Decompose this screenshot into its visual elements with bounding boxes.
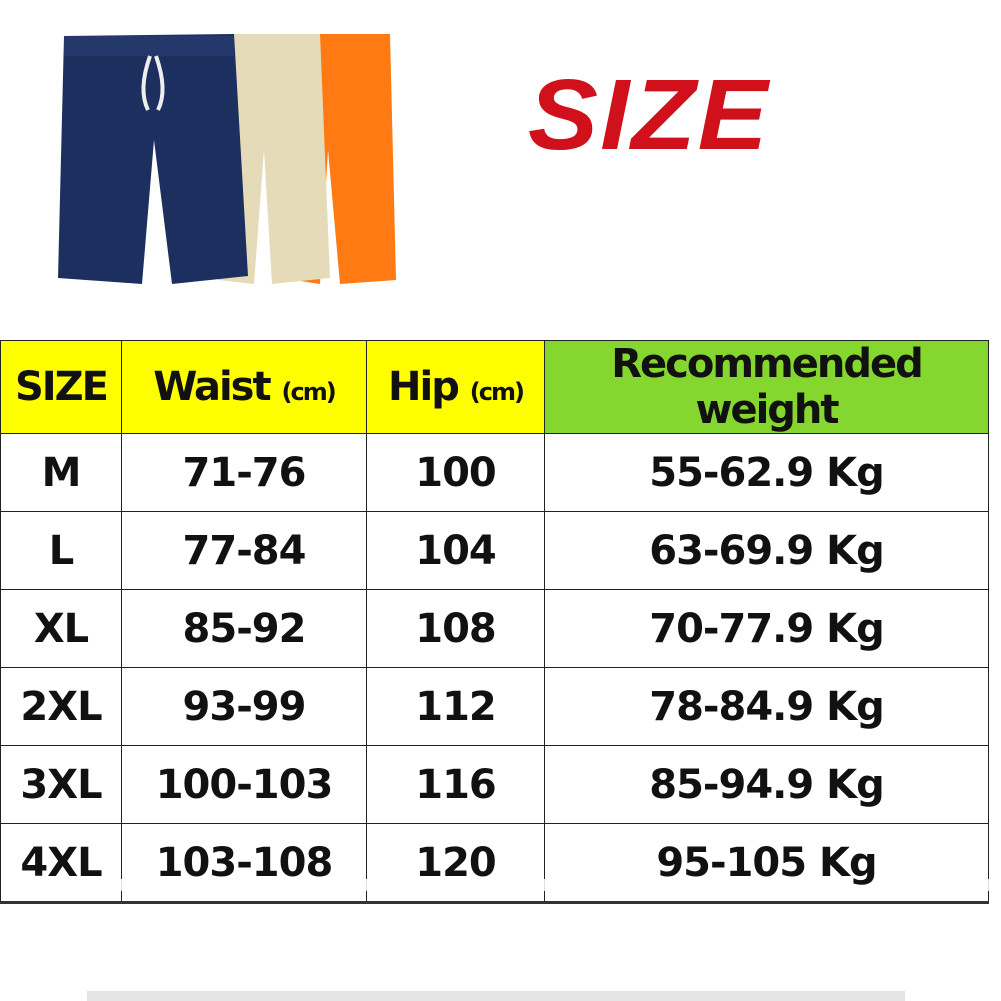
header-label: Waist bbox=[153, 364, 271, 410]
footer-bar bbox=[87, 991, 905, 1001]
table-row: XL 85-92 108 70-77.9 Kg bbox=[0, 589, 989, 668]
gridline bbox=[988, 879, 989, 891]
cell-size: XL bbox=[0, 589, 122, 668]
cell-weight: 95-105 Kg bbox=[544, 823, 989, 904]
khaki-shorts bbox=[218, 34, 330, 284]
cell-waist: 100-103 bbox=[121, 745, 367, 824]
table-row: M 71-76 100 55-62.9 Kg bbox=[0, 433, 989, 512]
size-title: SIZE bbox=[528, 59, 770, 171]
header-label: SIZE bbox=[14, 364, 109, 410]
table-header-row: SIZE Waist (cm) Hip (cm) Recommended wei… bbox=[0, 340, 989, 434]
navy-shorts bbox=[58, 34, 248, 284]
cell-hip: 112 bbox=[366, 667, 545, 746]
header-label: Recommended weight bbox=[611, 341, 923, 433]
cell-hip: 100 bbox=[366, 433, 545, 512]
cell-waist: 77-84 bbox=[121, 511, 367, 590]
gridline bbox=[121, 879, 122, 891]
cell-waist: 85-92 bbox=[121, 589, 367, 668]
cell-waist: 71-76 bbox=[121, 433, 367, 512]
header-unit: (cm) bbox=[281, 378, 337, 406]
header-label: Hip bbox=[388, 364, 460, 410]
cell-weight: 85-94.9 Kg bbox=[544, 745, 989, 824]
cell-weight: 55-62.9 Kg bbox=[544, 433, 989, 512]
header-unit: (cm) bbox=[469, 378, 525, 406]
cell-hip: 108 bbox=[366, 589, 545, 668]
cell-size: 3XL bbox=[0, 745, 122, 824]
cell-size: 4XL bbox=[0, 823, 122, 904]
cell-hip: 120 bbox=[366, 823, 545, 904]
cell-size: 2XL bbox=[0, 667, 122, 746]
table-row: 4XL 103-108 120 95-105 Kg bbox=[0, 823, 989, 904]
table-row: 3XL 100-103 116 85-94.9 Kg bbox=[0, 745, 989, 824]
cell-weight: 63-69.9 Kg bbox=[544, 511, 989, 590]
cell-waist: 103-108 bbox=[121, 823, 367, 904]
cell-size: M bbox=[0, 433, 122, 512]
cell-weight: 78-84.9 Kg bbox=[544, 667, 989, 746]
cell-waist: 93-99 bbox=[121, 667, 367, 746]
cell-size: L bbox=[0, 511, 122, 590]
gridline bbox=[366, 879, 367, 891]
cell-hip: 104 bbox=[366, 511, 545, 590]
gridline bbox=[544, 879, 545, 891]
header-size: SIZE bbox=[0, 340, 122, 434]
size-chart-table: SIZE Waist (cm) Hip (cm) Recommended wei… bbox=[0, 340, 989, 904]
header-waist: Waist (cm) bbox=[121, 340, 367, 434]
cell-hip: 116 bbox=[366, 745, 545, 824]
shorts-product-image bbox=[58, 34, 396, 284]
table-row: L 77-84 104 63-69.9 Kg bbox=[0, 511, 989, 590]
header-recommended-weight: Recommended weight bbox=[544, 340, 989, 434]
table-row: 2XL 93-99 112 78-84.9 Kg bbox=[0, 667, 989, 746]
header-hip: Hip (cm) bbox=[366, 340, 545, 434]
cell-weight: 70-77.9 Kg bbox=[544, 589, 989, 668]
